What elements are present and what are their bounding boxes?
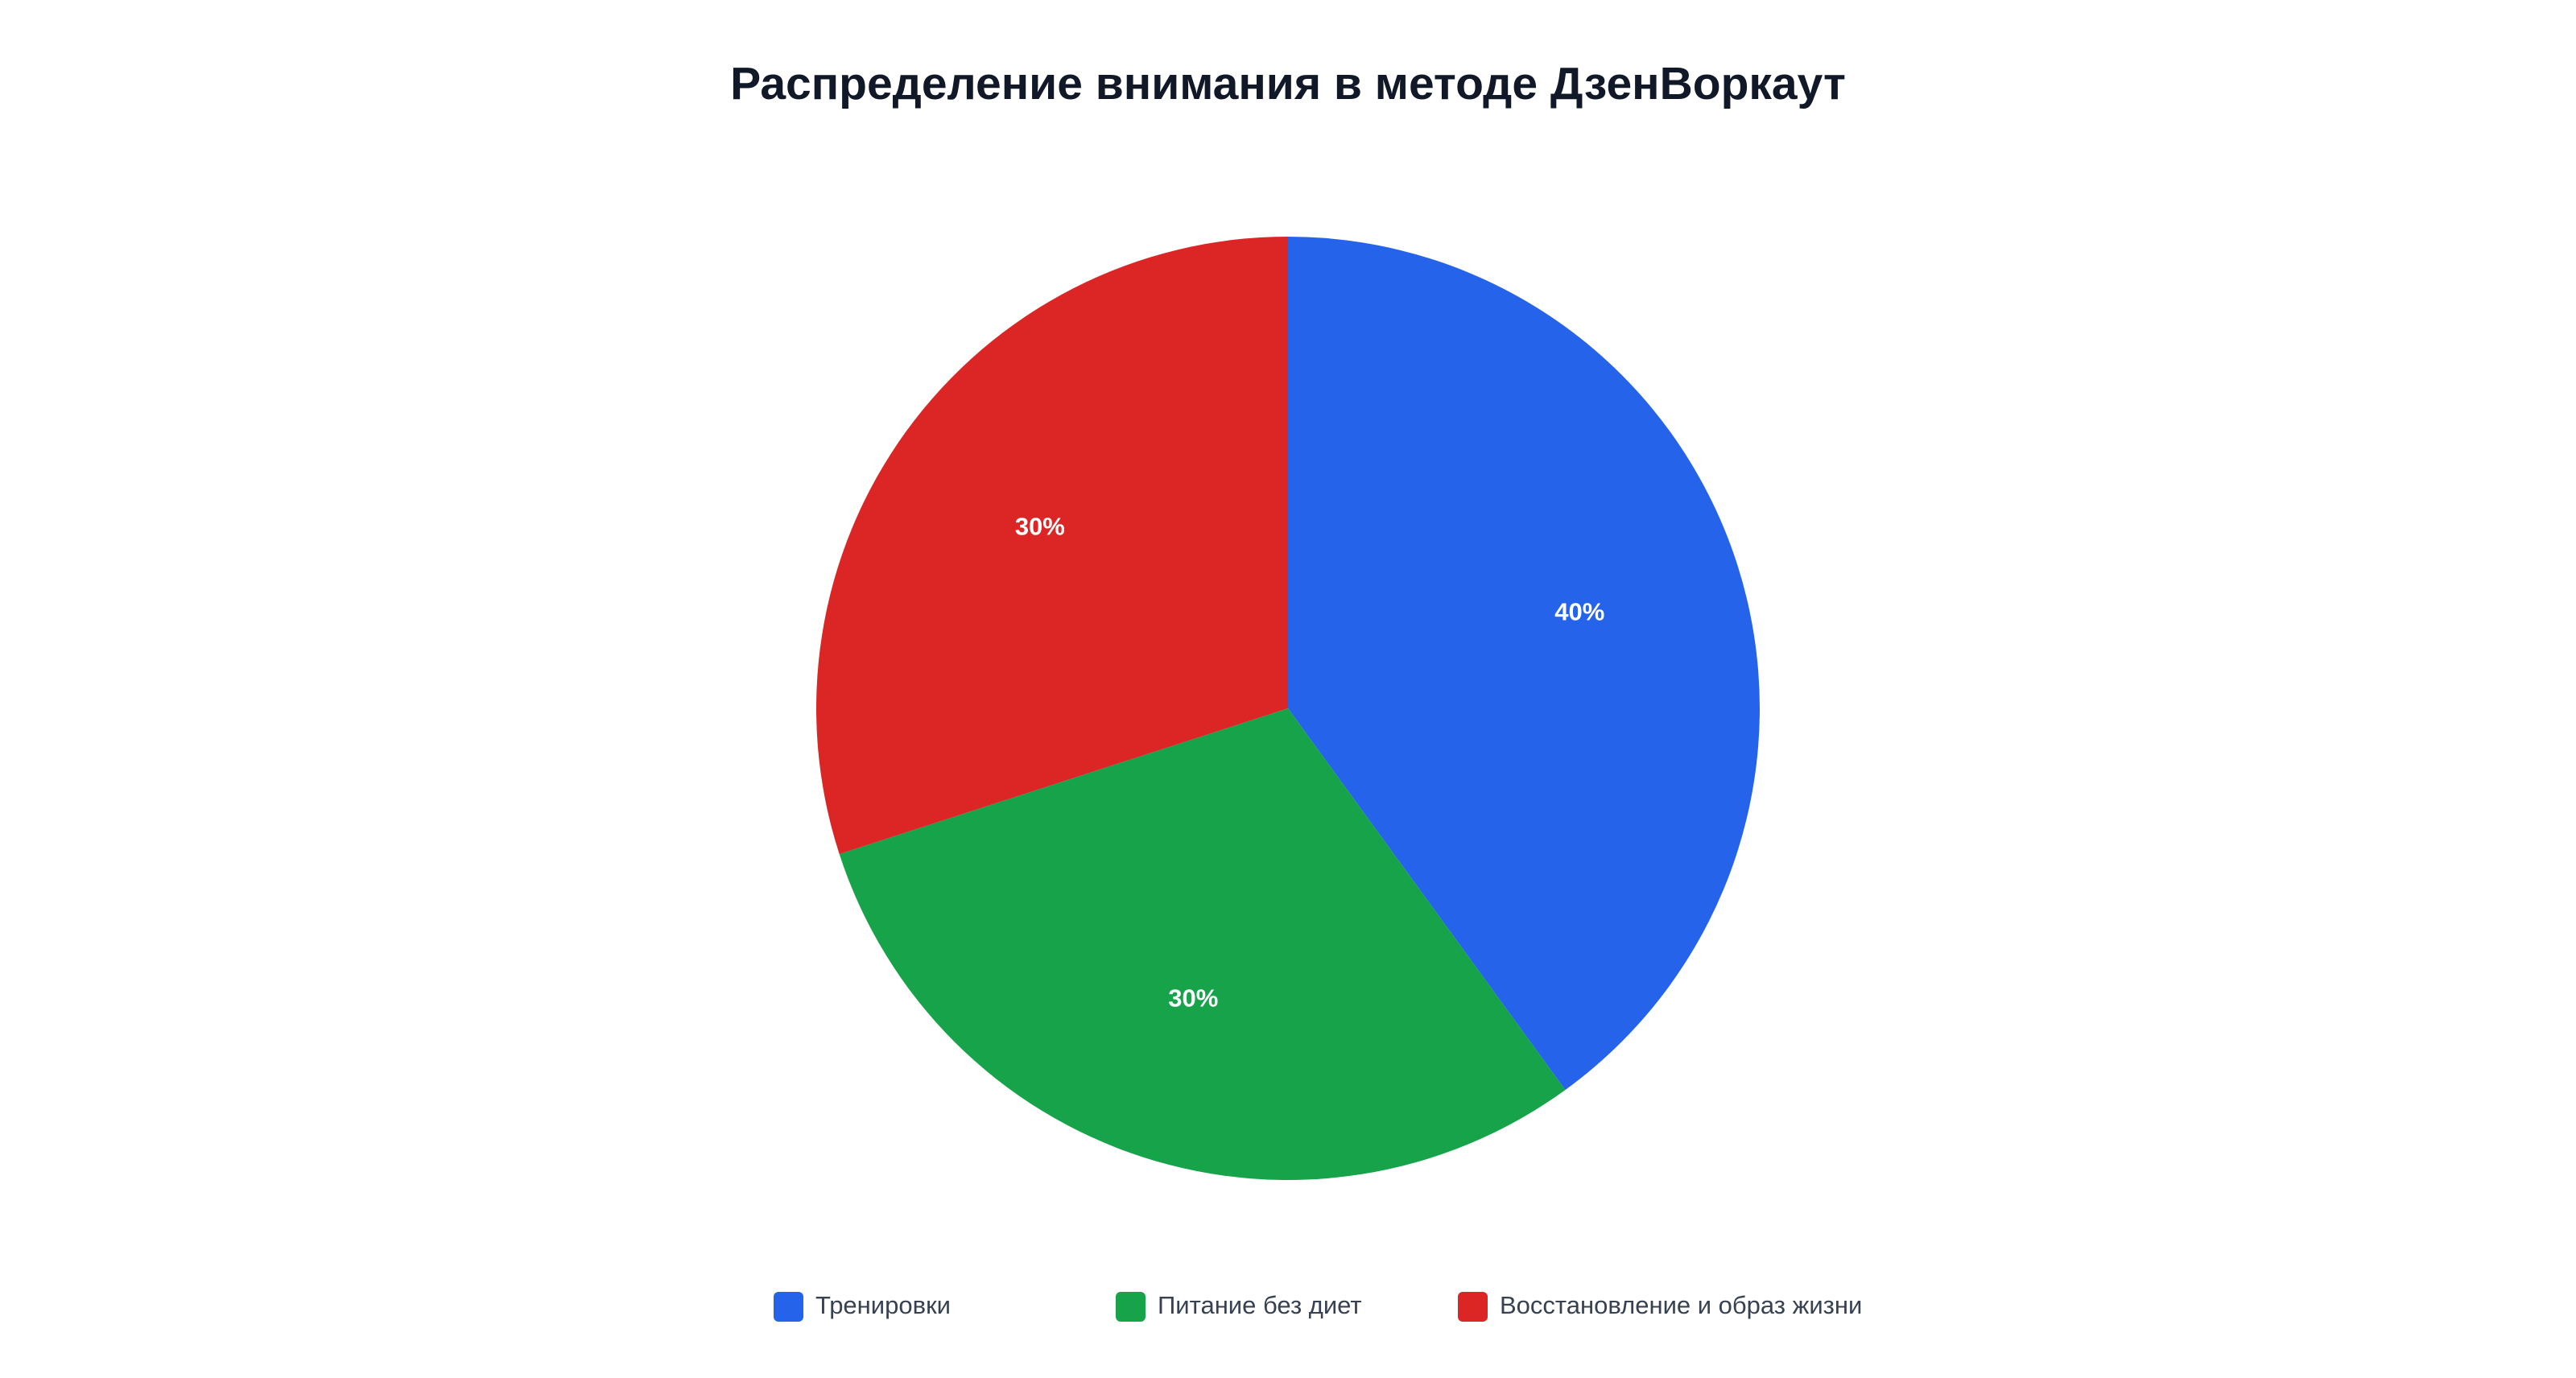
legend-label: Тренировки [815,1291,951,1319]
slice-label: 30% [1015,512,1065,540]
pie-slice [839,708,1566,1180]
legend-label: Восстановление и образ жизни [1500,1291,1862,1319]
slice-label: 30% [1168,984,1218,1012]
legend-swatch [1116,1292,1146,1322]
pie-slice [815,237,1288,855]
legend-label: Питание без диет [1158,1291,1362,1319]
chart-title: Распределение внимания в методе ДзенВорк… [730,58,1846,109]
slice-label: 40% [1554,597,1604,625]
pie-slice [1288,237,1760,1091]
legend-swatch [774,1292,803,1322]
legend-swatch [1458,1292,1488,1322]
